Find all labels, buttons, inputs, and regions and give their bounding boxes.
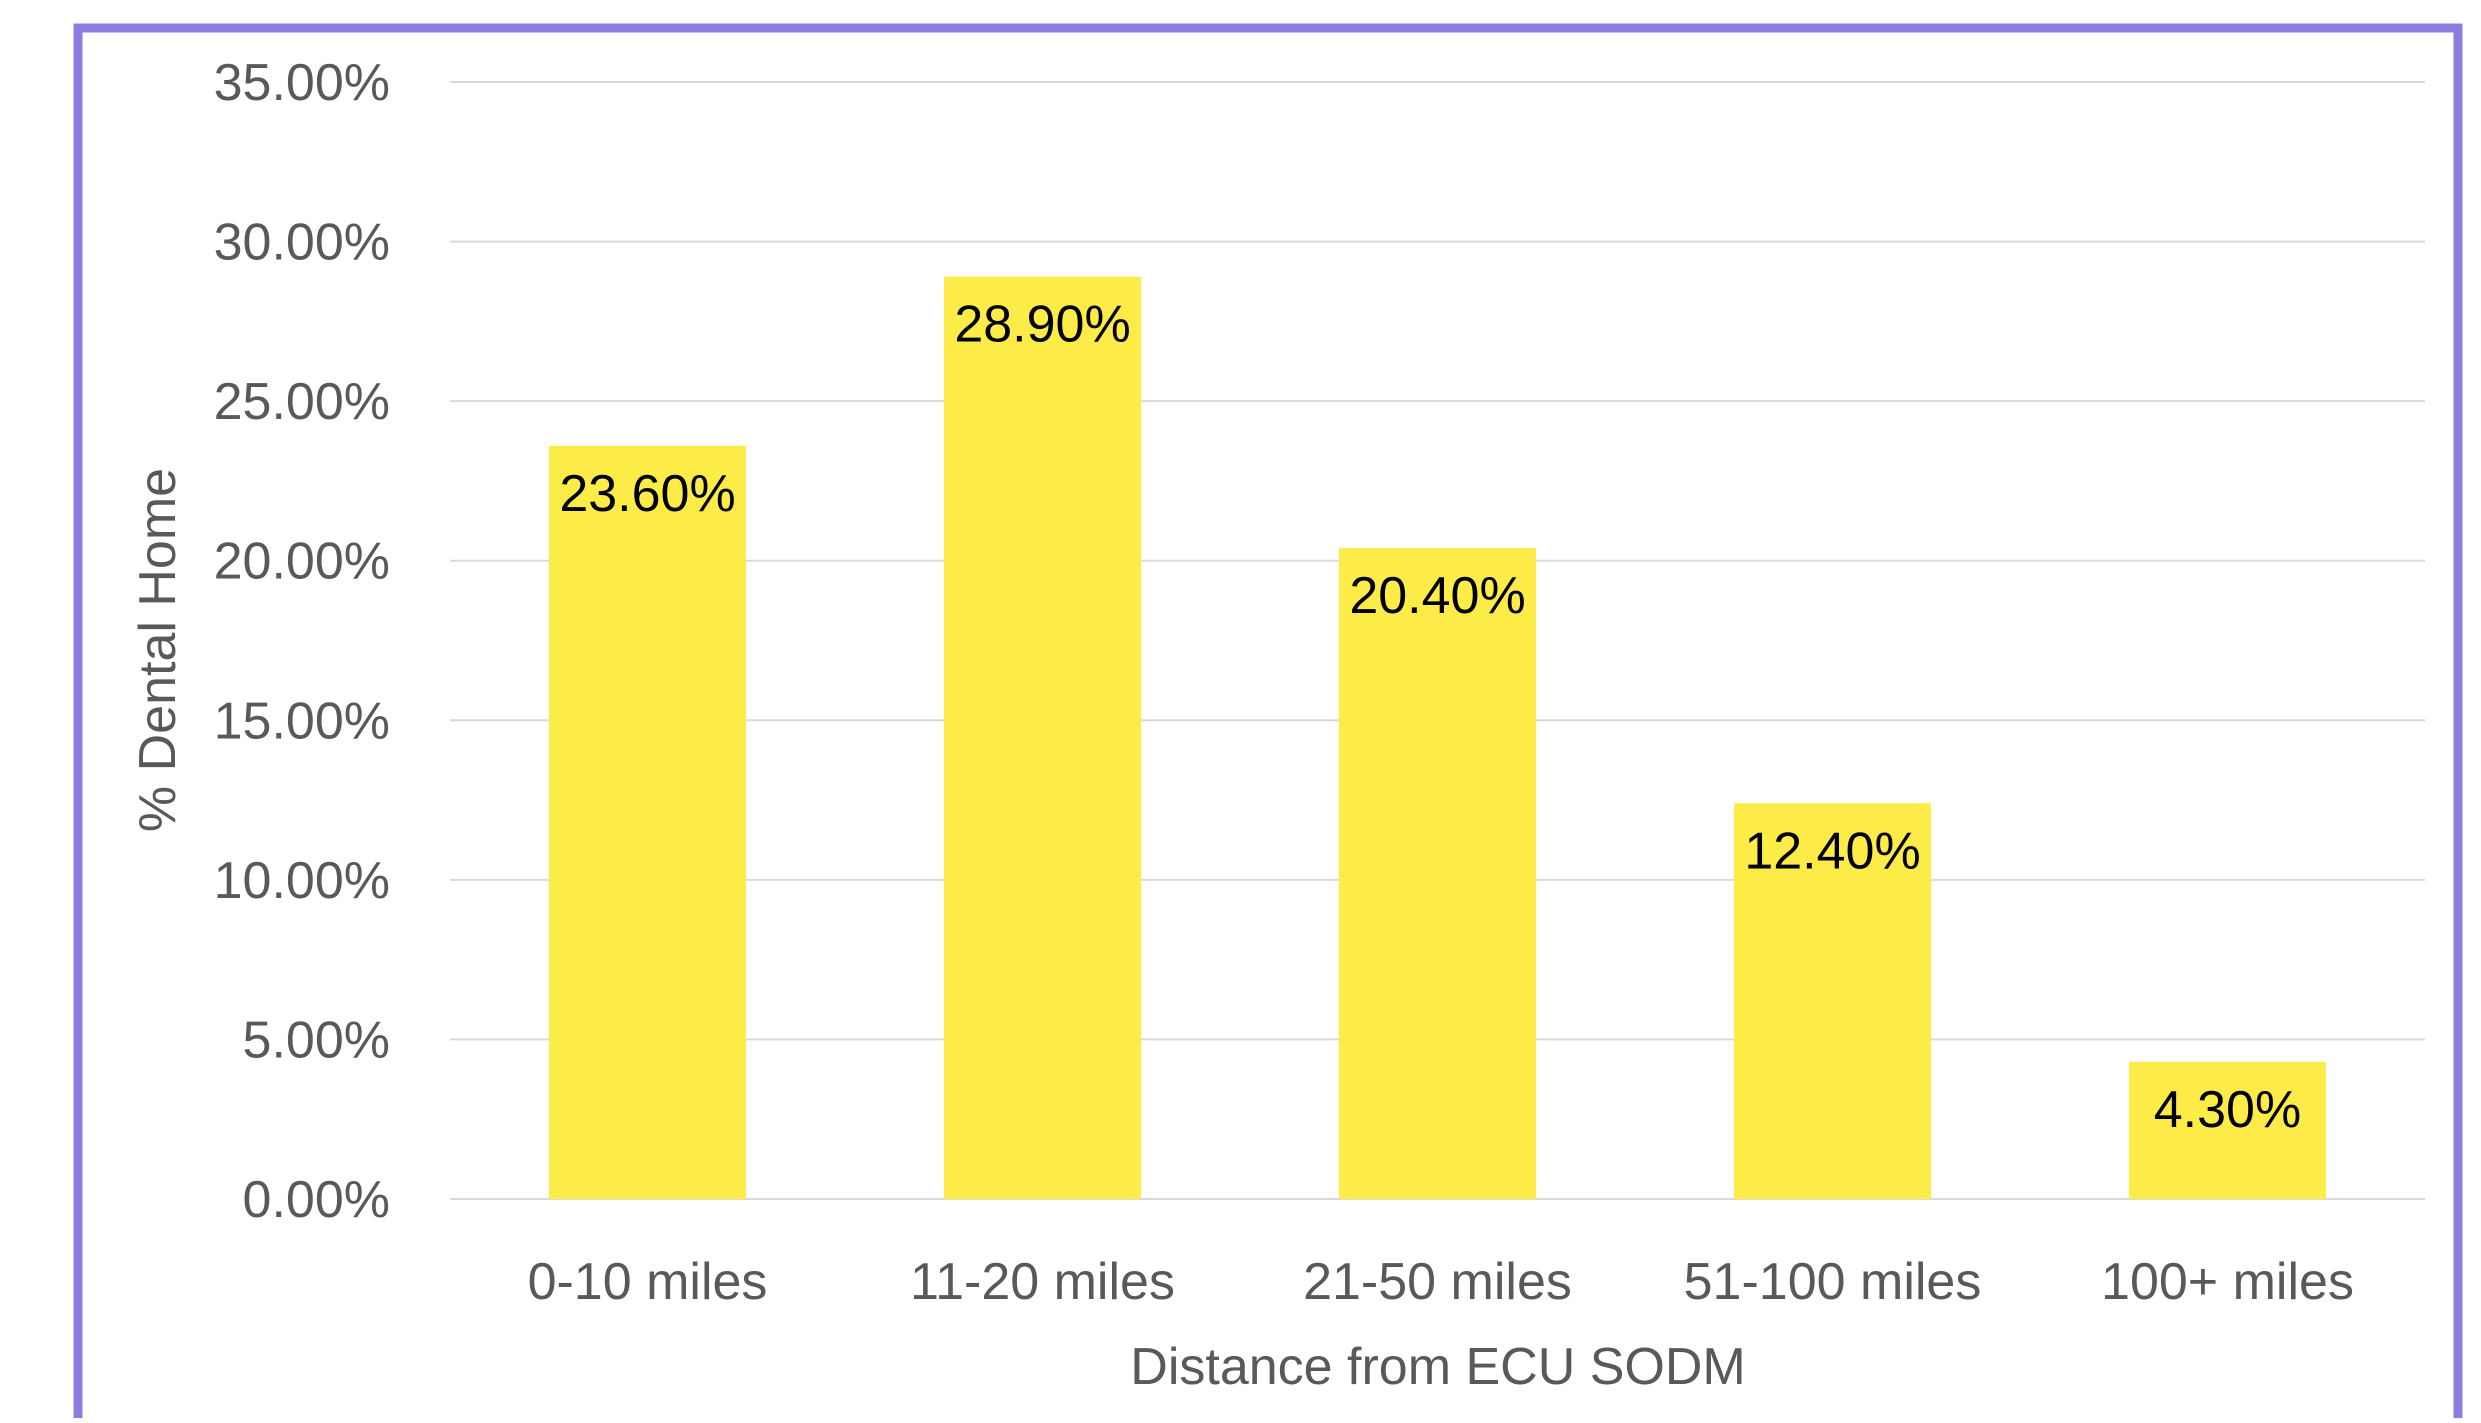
data-label: 23.60%: [559, 465, 735, 523]
y-tick-label: 10.00%: [214, 852, 390, 910]
y-tick-label: 20.00%: [214, 533, 390, 591]
bars: [549, 276, 2326, 1200]
data-label: 28.90%: [954, 296, 1130, 354]
x-tick-label: 51-100 miles: [1684, 1253, 1982, 1311]
x-tick-label: 21-50 miles: [1303, 1253, 1572, 1311]
y-tick-label: 15.00%: [214, 692, 390, 750]
y-tick-label: 25.00%: [214, 373, 390, 431]
bar: [549, 445, 746, 1199]
y-tick-label: 30.00%: [214, 214, 390, 272]
y-tick-label: 35.00%: [214, 54, 390, 112]
bar: [1339, 547, 1536, 1199]
data-labels: 23.60% 28.90% 20.40% 12.40% 4.30%: [559, 296, 2301, 1139]
y-axis-title: % Dental Home: [129, 468, 187, 832]
x-tick-label: 100+ miles: [2101, 1253, 2354, 1311]
bar: [1734, 803, 1931, 1199]
x-axis-title: Distance from ECU SODM: [1130, 1338, 1745, 1396]
data-label: 4.30%: [2154, 1081, 2301, 1139]
data-label: 12.40%: [1744, 822, 1920, 880]
bar: [944, 276, 1141, 1200]
y-tick-label: 0.00%: [243, 1171, 390, 1229]
x-tick-label: 0-10 miles: [528, 1253, 768, 1311]
data-label: 20.40%: [1349, 567, 1525, 625]
y-tick-label: 5.00%: [243, 1011, 390, 1069]
y-axis-ticks: 0.00% 5.00% 10.00% 15.00% 20.00% 25.00% 30.00%…: [214, 54, 390, 1229]
x-axis-ticks: 0-10 miles 11-20 miles 21-50 miles 51-100 m…: [528, 1253, 2354, 1311]
bar: [2129, 1061, 2326, 1199]
x-tick-label: 11-20 miles: [910, 1253, 1175, 1311]
chart-border: [73, 23, 2463, 1423]
